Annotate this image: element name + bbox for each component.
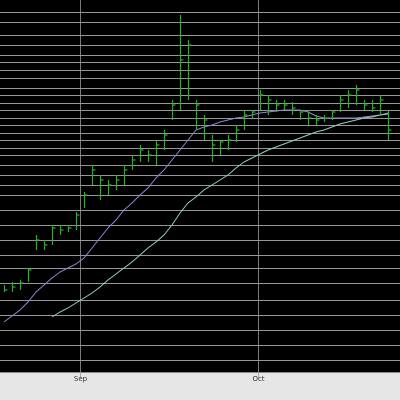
moving-average: [51, 113, 389, 318]
x-axis-strip: [0, 372, 400, 400]
x-tick-label: Sep: [74, 375, 88, 383]
x-tick-label: Oct: [252, 375, 264, 383]
plot-background: [0, 0, 400, 372]
